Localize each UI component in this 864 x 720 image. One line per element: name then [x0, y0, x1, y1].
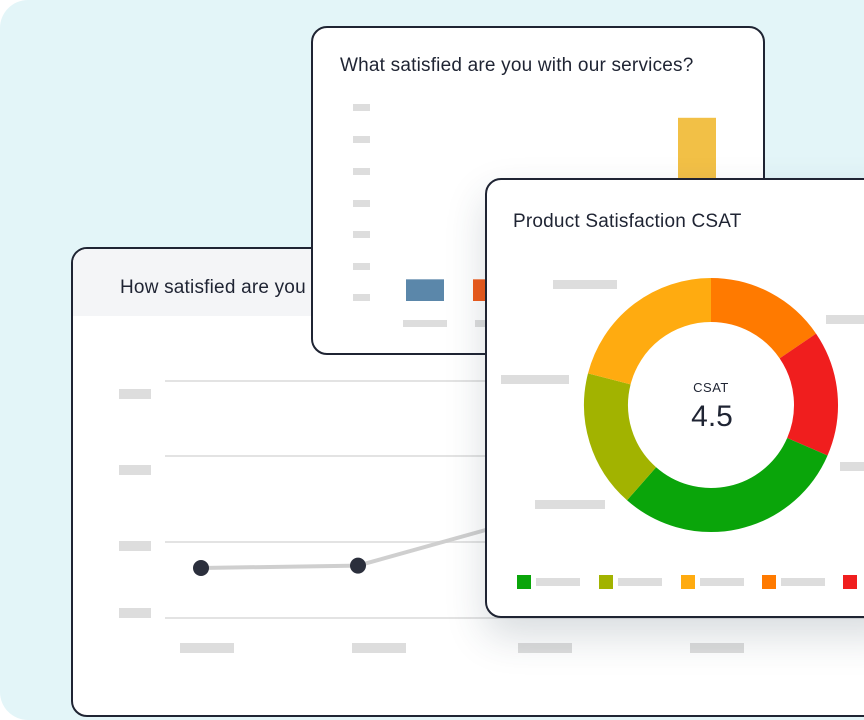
x-tick-placeholder: [403, 320, 447, 327]
y-tick-placeholder: [353, 136, 370, 143]
bar: [473, 279, 485, 301]
data-point: [193, 560, 209, 576]
slice-label-placeholder: [840, 462, 864, 471]
donut-slice: [587, 278, 712, 386]
donut-slice: [627, 437, 828, 532]
olive-swatch-icon: [599, 575, 613, 589]
y-tick-placeholder: [353, 200, 370, 207]
legend-label-placeholder: [618, 578, 662, 586]
x-tick-placeholder: [180, 643, 234, 653]
slice-label-placeholder: [501, 375, 569, 384]
donut-slice: [710, 278, 817, 359]
y-tick-placeholder: [353, 263, 370, 270]
donut-center-label: CSAT: [693, 380, 729, 395]
x-tick-placeholder: [352, 643, 406, 653]
y-tick-placeholder: [119, 541, 151, 551]
y-tick-placeholder: [353, 294, 370, 301]
line-chart-title: How satisfied are you: [120, 277, 306, 298]
y-tick-placeholder: [119, 465, 151, 475]
bar-chart-title: What satisfied are you with our services…: [340, 55, 694, 76]
red-swatch-icon: [843, 575, 857, 589]
x-tick-placeholder: [518, 643, 572, 653]
slice-label-placeholder: [553, 280, 617, 289]
legend-label-placeholder: [700, 578, 744, 586]
donut-chart-title: Product Satisfaction CSAT: [513, 211, 742, 232]
legend-label-placeholder: [536, 578, 580, 586]
donut-slice: [779, 333, 838, 456]
legend-label-placeholder: [781, 578, 825, 586]
y-tick-placeholder: [353, 231, 370, 238]
slice-label-placeholder: [535, 500, 605, 509]
amber-swatch-icon: [681, 575, 695, 589]
green-swatch-icon: [517, 575, 531, 589]
slice-label-placeholder: [826, 315, 864, 324]
x-tick-placeholder: [690, 643, 744, 653]
bar: [406, 279, 444, 301]
y-tick-placeholder: [353, 168, 370, 175]
donut-slice: [584, 373, 657, 501]
data-point: [350, 557, 366, 574]
y-tick-placeholder: [119, 608, 151, 618]
x-tick-placeholder: [475, 320, 487, 327]
donut-chart: [584, 278, 838, 532]
y-tick-placeholder: [353, 104, 370, 111]
donut-center-value: 4.5: [691, 400, 733, 433]
orange-swatch-icon: [762, 575, 776, 589]
y-tick-placeholder: [119, 389, 151, 399]
